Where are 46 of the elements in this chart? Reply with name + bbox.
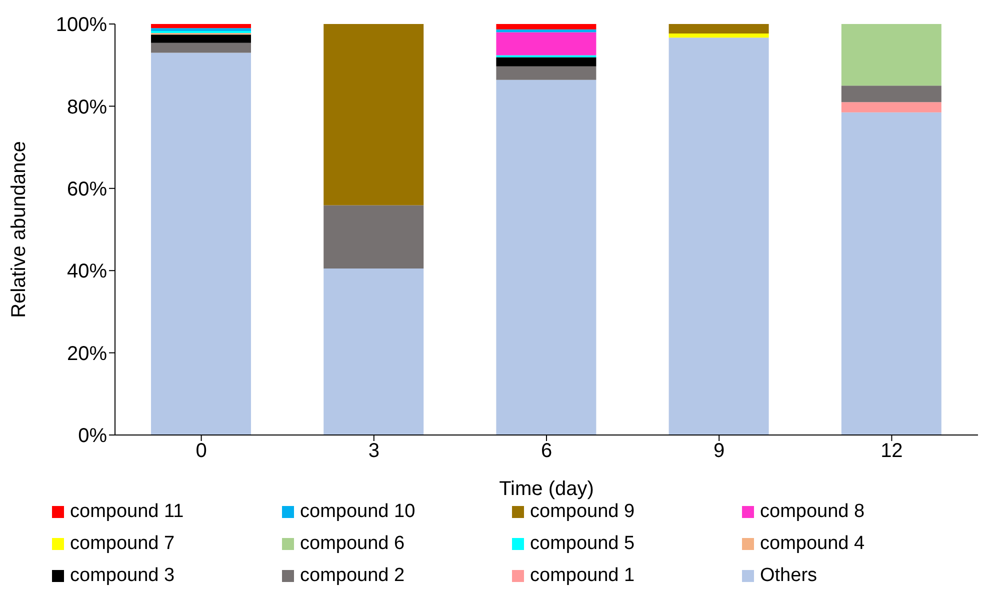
x-tick-label: 0 (196, 440, 207, 462)
y-tick-label: 0% (78, 425, 108, 448)
bar (841, 102, 942, 112)
bar (496, 66, 596, 80)
legend-label: compound 7 (70, 533, 175, 555)
x-tick-label: 9 (714, 440, 725, 462)
legend-label: compound 2 (300, 565, 405, 587)
legend-label: compound 8 (760, 501, 865, 523)
legend-label: compound 1 (530, 565, 635, 587)
y-tick-label: 60% (66, 178, 108, 200)
bar (151, 30, 251, 34)
x-tick-label: 3 (368, 440, 380, 462)
bar (151, 24, 251, 28)
y-tick-label: 100% (56, 14, 108, 36)
bar (496, 24, 596, 30)
bar (151, 52, 251, 435)
bar (668, 33, 769, 38)
legend-label: Others (760, 565, 818, 587)
bar (841, 24, 942, 86)
bar (496, 32, 596, 56)
legend-label: compound 11 (70, 501, 184, 523)
bar (668, 24, 769, 34)
legend-label: compound 4 (760, 533, 865, 555)
y-axis-title: Relative abundance (8, 141, 30, 318)
bar (151, 42, 251, 53)
bar (496, 80, 596, 435)
bar (668, 38, 769, 435)
legend-label: compound 6 (300, 533, 405, 555)
legend-label: compound 9 (530, 501, 635, 523)
bar (324, 268, 424, 435)
bar (841, 86, 942, 102)
y-tick-label: 20% (66, 342, 108, 365)
legend-label: compound 3 (70, 565, 175, 587)
bar (151, 34, 251, 43)
bar (496, 57, 596, 66)
y-tick-label: 40% (66, 260, 108, 283)
bar (151, 28, 251, 31)
x-tick-label: 12 (880, 440, 903, 462)
x-axis-title: Time (day) (499, 478, 594, 500)
legend-label: compound 10 (300, 501, 416, 523)
bar (324, 24, 424, 206)
bar (324, 205, 424, 269)
bar (841, 112, 942, 435)
legend-label: compound 5 (530, 533, 635, 555)
y-tick-label: 80% (66, 96, 108, 118)
x-tick-label: 6 (540, 440, 552, 462)
